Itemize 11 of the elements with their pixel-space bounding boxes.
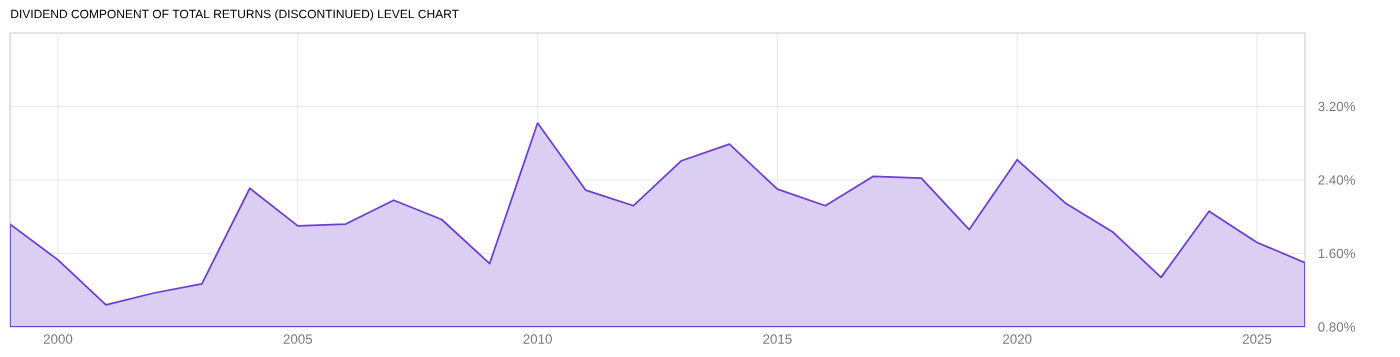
x-tick-label: 2025: [1242, 334, 1272, 344]
y-tick-label: 3.20%: [1318, 101, 1356, 112]
x-tick-label: 2010: [523, 334, 552, 344]
y-tick-label: 0.80%: [1318, 322, 1356, 332]
y-tick-label: 1.60%: [1318, 248, 1356, 259]
y-tick-label: 2.40%: [1318, 175, 1356, 185]
x-tick-label: 2005: [283, 334, 313, 344]
x-tick-label: 2020: [1003, 334, 1032, 344]
x-tick-label: 2000: [43, 334, 73, 344]
chart-title: DIVIDEND COMPONENT OF TOTAL RETURNS (DISCONTINUED) LEVEL CHART: [11, 9, 459, 21]
x-tick-label: 2015: [763, 334, 792, 344]
